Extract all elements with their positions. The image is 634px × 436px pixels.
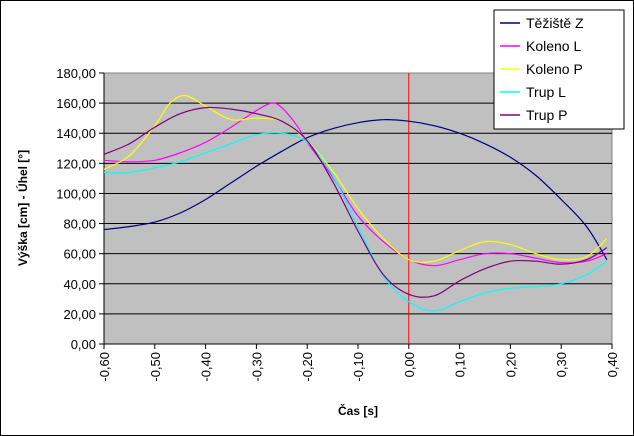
y-axis: 0,00 20,00 40,00 60,00 80,00 100,00 120,00 140,… — [56, 66, 105, 352]
legend-label-koleno-l: Koleno L — [526, 38, 581, 54]
y-tick-label: 100,00 — [56, 186, 96, 201]
x-tick-label: -0,30 — [249, 352, 264, 382]
x-tick-label: -0,20 — [300, 352, 315, 382]
legend-label-trup-p: Trup P — [526, 107, 568, 123]
x-axis: -0,60 -0,50 -0,40 -0,30 -0,20 -0,10 0,00 0,10 0,… — [97, 343, 620, 382]
x-tick-label: -0,50 — [148, 352, 163, 382]
y-tick-label: 60,00 — [63, 247, 96, 262]
legend-label-koleno-p: Koleno P — [526, 61, 583, 77]
y-axis-title: Výška [cm] - Úhel [°] — [15, 150, 30, 266]
y-tick-label: 120,00 — [56, 156, 96, 171]
series-line-teziste-z — [103, 119, 608, 261]
x-tick-label: 0,40 — [605, 352, 620, 377]
y-tick-label: 40,00 — [63, 277, 96, 292]
series-line-trup-l — [103, 132, 608, 312]
x-axis-title: Čas [s] — [338, 403, 378, 418]
x-tick-label: 0,20 — [503, 352, 518, 377]
series-lines — [103, 94, 608, 312]
y-tick-label: 160,00 — [56, 96, 96, 111]
x-tick-label: -0,60 — [97, 352, 112, 382]
y-tick-label: 20,00 — [63, 307, 96, 322]
x-tick-label: 0,10 — [453, 352, 468, 377]
x-tick-label: -0,10 — [351, 352, 366, 382]
x-tick-label: 0,30 — [554, 352, 569, 377]
x-tick-label: 0,00 — [402, 352, 417, 377]
legend-label-teziste-z: Těžiště Z — [526, 15, 584, 31]
y-tick-label: 140,00 — [56, 126, 96, 141]
legend-label-trup-l: Trup L — [526, 84, 566, 100]
y-tick-label: 180,00 — [56, 66, 96, 81]
series-line-trup-p — [103, 106, 608, 298]
y-tick-label: 0,00 — [71, 337, 96, 352]
series-line-koleno-l — [103, 102, 608, 267]
legend: Těžiště Z Koleno L Koleno P Trup L Trup P — [493, 9, 625, 130]
x-tick-label: -0,40 — [199, 352, 214, 382]
y-tick-label: 80,00 — [63, 217, 96, 232]
series-line-koleno-p — [103, 94, 608, 264]
